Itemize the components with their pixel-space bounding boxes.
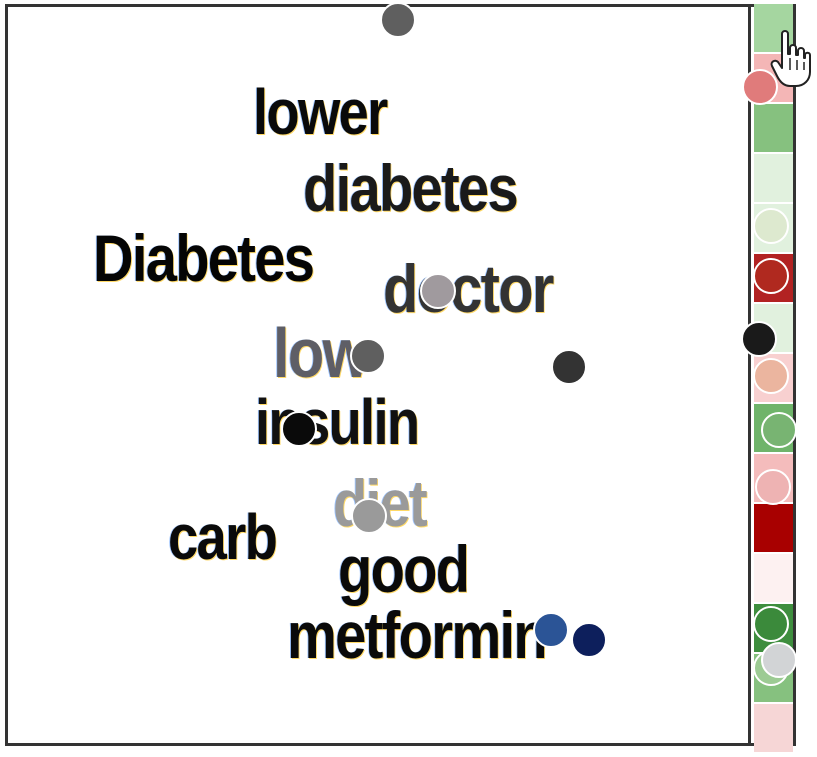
dot-top[interactable] (380, 2, 416, 38)
dot-doctor[interactable] (420, 273, 456, 309)
dot-diet[interactable] (351, 498, 387, 534)
word-doctor[interactable]: doctor (383, 251, 554, 327)
word-carb[interactable]: carb (168, 501, 278, 573)
dot-insulin[interactable] (281, 411, 317, 447)
word-cloud-panel (5, 4, 796, 746)
dot-metformin-blue[interactable] (533, 612, 569, 648)
strip-cell-15[interactable] (754, 704, 793, 754)
dot-dark-right[interactable] (551, 349, 587, 385)
dot-strip-black[interactable] (741, 321, 777, 357)
strip-cell-3[interactable] (754, 104, 793, 154)
dot-strip-darkgreen[interactable] (753, 606, 789, 642)
word-metformin[interactable]: metformin (287, 598, 548, 672)
dot-metformin-navy[interactable] (571, 622, 607, 658)
dot-low[interactable] (350, 338, 386, 374)
word-lower[interactable]: lower (253, 76, 388, 148)
dot-strip-green[interactable] (761, 412, 797, 448)
word-good[interactable]: good (338, 532, 470, 606)
hand-pointer-icon (770, 30, 811, 87)
word-diabetes[interactable]: diabetes (303, 151, 519, 225)
dot-strip-pink[interactable] (742, 69, 778, 105)
dot-strip-peach[interactable] (753, 358, 789, 394)
dot-strip-rose[interactable] (755, 469, 791, 505)
strip-cell-11[interactable] (754, 504, 793, 554)
dot-strip-red[interactable] (753, 258, 789, 294)
word-insulin[interactable]: insulin (255, 386, 420, 458)
dot-strip-lightgreen[interactable] (753, 208, 789, 244)
word-Diabetes[interactable]: Diabetes (93, 221, 315, 295)
strip-cell-4[interactable] (754, 154, 793, 204)
dot-strip-silver[interactable] (761, 642, 797, 678)
strip-cell-12[interactable] (754, 554, 793, 604)
